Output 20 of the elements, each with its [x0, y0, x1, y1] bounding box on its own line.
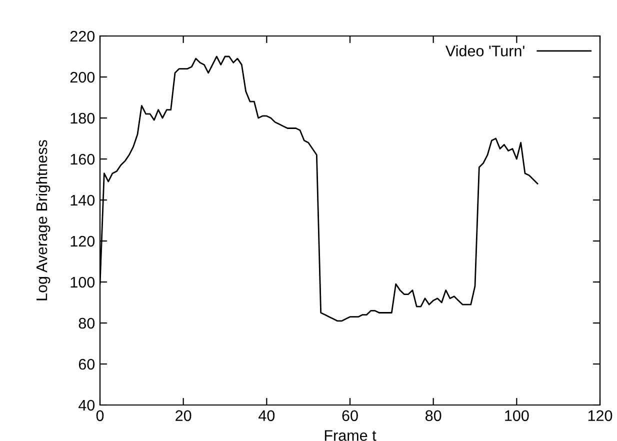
x-tick-label: 80: [426, 410, 442, 422]
y-axis-title: Log Average Brightness: [36, 140, 50, 300]
y-tick-label: 200: [70, 72, 95, 83]
y-tick-label: 160: [70, 154, 95, 165]
y-tick-label: 140: [70, 194, 95, 206]
legend-label: Video 'Turn': [445, 45, 524, 56]
y-tick-label: 60: [78, 358, 95, 370]
y-tick-label: 80: [78, 318, 95, 329]
y-tick-label: 120: [70, 236, 95, 247]
y-tick-label: 180: [70, 112, 95, 124]
x-tick-label: 0: [96, 410, 104, 422]
x-tick-label: 40: [258, 410, 275, 422]
y-tick-label: 40: [78, 400, 95, 411]
x-axis-title: Frame t: [324, 430, 376, 441]
x-tick-label: 60: [342, 410, 358, 422]
x-tick-label: 120: [588, 410, 612, 422]
x-tick-label: 20: [176, 410, 192, 422]
x-tick-label: 100: [505, 410, 529, 422]
y-tick-label: 220: [70, 30, 95, 42]
y-tick-label: 100: [70, 276, 95, 288]
